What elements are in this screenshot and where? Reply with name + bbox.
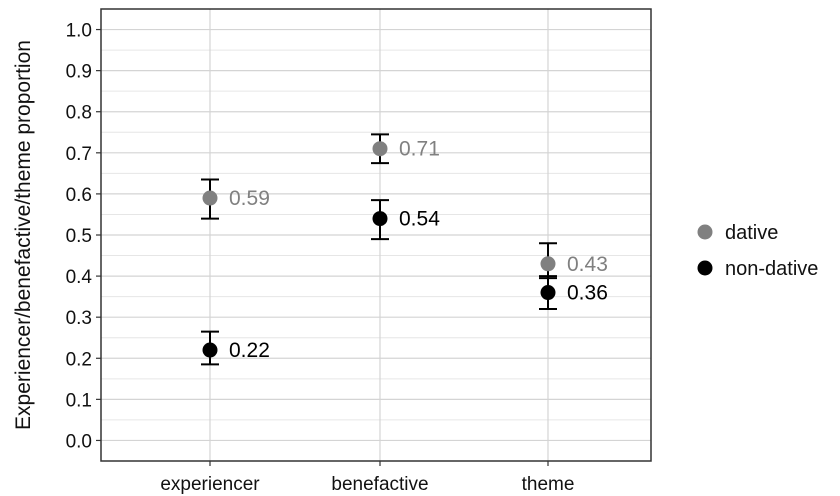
non-dative-point	[202, 342, 218, 358]
non-dative-value-label: 0.54	[399, 208, 440, 231]
dative-value-label: 0.59	[229, 187, 270, 210]
y-tick-label: 0.3	[66, 308, 92, 329]
grid-layer	[101, 9, 651, 461]
y-tick-label: 0.6	[66, 185, 92, 206]
dative-point	[540, 256, 556, 272]
y-tick-label: 0.0	[66, 431, 92, 452]
non-dative-value-label: 0.36	[567, 282, 608, 305]
legend-key-dative	[697, 224, 713, 240]
x-tick-label: theme	[522, 474, 575, 495]
legend-label-dative: dative	[725, 222, 778, 244]
y-tick-label: 1.0	[66, 21, 92, 42]
y-tick-label: 0.5	[66, 226, 92, 247]
x-tick-label: benefactive	[331, 474, 428, 495]
y-tick-label: 0.8	[66, 103, 92, 124]
dative-value-label: 0.43	[567, 253, 608, 276]
non-dative-point	[372, 211, 388, 227]
y-tick-label: 0.2	[66, 349, 92, 370]
y-tick-label: 0.9	[66, 62, 92, 83]
series-layer: 0.59 0.71 0.43 0.22 0.54 0.36	[201, 133, 608, 366]
dative-point	[372, 141, 388, 157]
legend-label-non-dative: non-dative	[725, 258, 818, 280]
legend: dative non-dative	[697, 222, 818, 280]
x-tick-label: experiencer	[160, 474, 260, 495]
y-tick-label: 0.7	[66, 144, 92, 165]
axis-layer: 0.0 0.1 0.2 0.3 0.4 0.5 0.6 0.7 0.8 0.9 1.0 experie…	[66, 21, 575, 495]
dative-point	[202, 190, 218, 206]
y-axis-title: Experiencer/benefactive/theme proportion	[12, 40, 35, 430]
non-dative-value-label: 0.22	[229, 339, 270, 362]
y-tick-label: 0.4	[66, 267, 93, 288]
dative-value-label: 0.71	[399, 138, 440, 161]
legend-key-non-dative	[697, 260, 713, 276]
y-tick-label: 0.1	[66, 390, 92, 411]
non-dative-point	[540, 285, 556, 301]
